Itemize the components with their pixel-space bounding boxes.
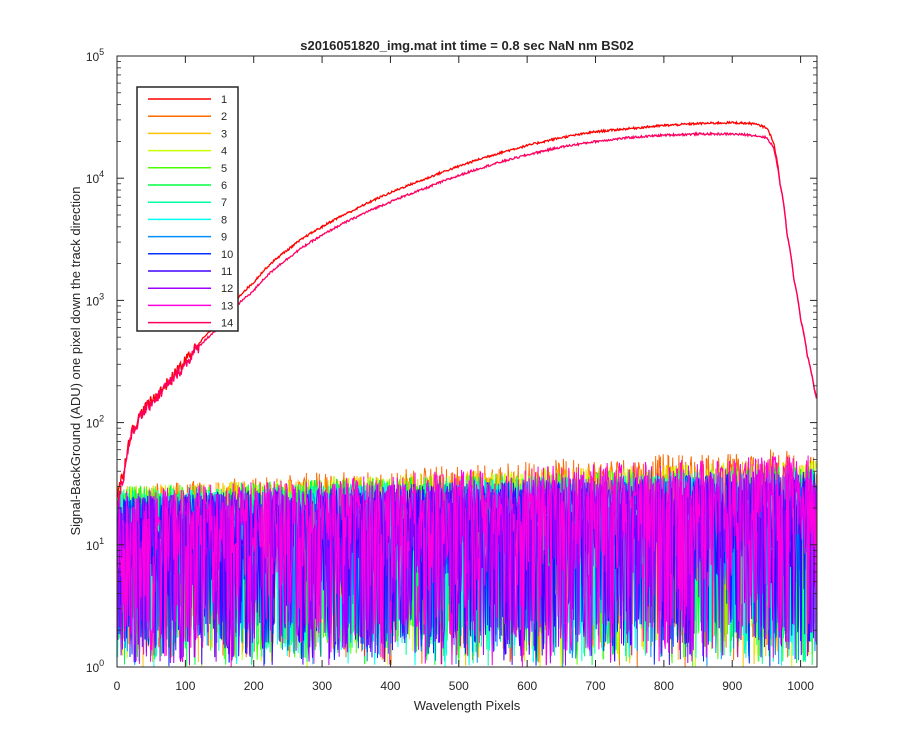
x-tick-label: 900 — [722, 679, 742, 693]
legend-label-3: 3 — [221, 128, 227, 140]
y-tick-exponent: 1 — [99, 536, 104, 546]
y-tick-label: 105 — [86, 47, 104, 64]
y-tick-base: 10 — [86, 661, 100, 675]
x-tick-label: 600 — [517, 679, 537, 693]
axes-box — [116, 55, 818, 668]
chart-title: s2016051820_img.mat int time = 0.8 sec N… — [300, 38, 634, 53]
y-tick-base: 10 — [86, 294, 100, 308]
legend-label-1: 1 — [221, 94, 227, 106]
y-tick-exponent: 2 — [99, 414, 104, 424]
legend-label-2: 2 — [221, 111, 227, 123]
y-tick-label: 103 — [86, 291, 104, 308]
legend-label-11: 11 — [221, 266, 232, 278]
y-axis-label: Signal-BackGround (ADU) one pixel down t… — [68, 186, 83, 535]
y-tick-label: 104 — [86, 169, 104, 186]
y-tick-exponent: 5 — [99, 47, 104, 57]
x-tick-label: 700 — [586, 679, 606, 693]
legend-box — [136, 86, 239, 332]
x-tick-label: 800 — [654, 679, 674, 693]
x-tick-label: 200 — [244, 679, 264, 693]
y-tick-base: 10 — [86, 50, 100, 64]
x-tick-label: 0 — [114, 679, 121, 693]
x-axis: 0 100 200 300 400 500 600 700 800 900 1000 — [114, 56, 814, 693]
y-tick-exponent: 4 — [99, 169, 104, 179]
y-tick-label: 102 — [86, 414, 104, 431]
series-13-line — [117, 455, 817, 667]
y-tick-base: 10 — [86, 172, 100, 186]
legend-label-5: 5 — [221, 163, 227, 175]
y-tick-label: 100 — [86, 658, 104, 675]
y-tick-label: 101 — [86, 536, 104, 553]
legend-label-10: 10 — [221, 249, 233, 261]
x-tick-label: 100 — [175, 679, 195, 693]
x-tick-label: 500 — [449, 679, 469, 693]
legend-label-7: 7 — [221, 197, 227, 209]
y-tick-base: 10 — [86, 539, 100, 553]
legend-label-12: 12 — [221, 283, 233, 295]
legend-label-13: 13 — [221, 300, 233, 312]
x-tick-label: 400 — [380, 679, 400, 693]
legend-label-14: 14 — [221, 318, 233, 330]
legend-label-6: 6 — [221, 180, 227, 192]
x-axis-label: Wavelength Pixels — [414, 698, 521, 713]
y-tick-exponent: 3 — [99, 291, 104, 301]
legend-label-9: 9 — [221, 232, 227, 244]
x-tick-label: 300 — [312, 679, 332, 693]
y-tick-base: 10 — [86, 417, 100, 431]
y-tick-exponent: 0 — [99, 658, 104, 668]
legend-label-4: 4 — [221, 146, 227, 158]
x-tick-label: 1000 — [787, 679, 814, 693]
legend-label-8: 8 — [221, 214, 227, 226]
